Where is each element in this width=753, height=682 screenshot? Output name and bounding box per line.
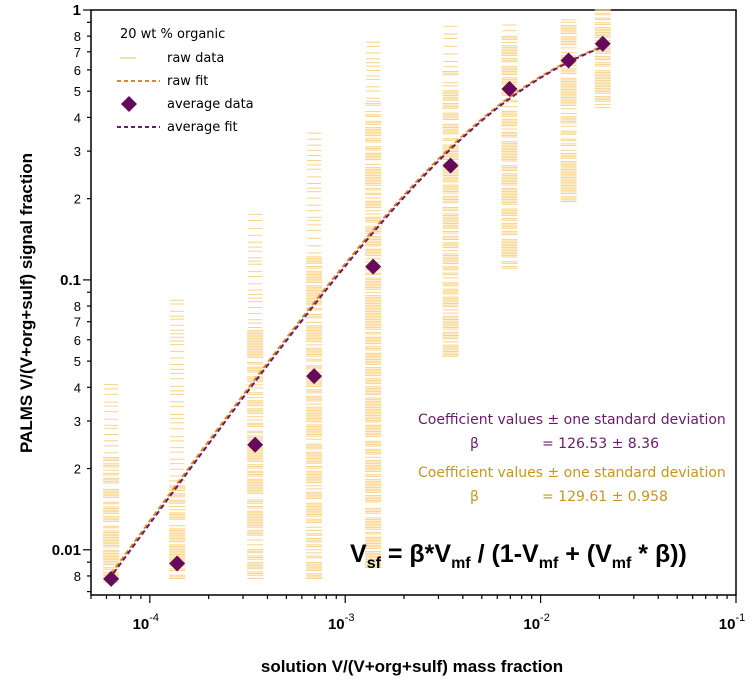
y-tick-label: 7	[74, 315, 81, 330]
x-tick-exponent: -3	[345, 612, 355, 624]
legend-label-raw-data: raw data	[167, 51, 224, 66]
legend-label-raw-fit: raw fit	[167, 74, 208, 89]
x-tick-label: 10-1	[719, 612, 745, 633]
plot-frame	[90, 9, 737, 596]
x-tick-label: 10-4	[133, 612, 159, 633]
eq-part: / (1-V	[471, 540, 539, 568]
fit-equation: Vsf = β*Vmf / (1-Vmf + (Vmf * β))	[350, 540, 687, 572]
y-tick-label: 2	[74, 192, 81, 207]
coef-raw-symbol: β	[470, 489, 479, 505]
y-tick-label: 4	[74, 380, 81, 395]
coef-raw-value: = 129.61 ± 0.958	[542, 489, 668, 505]
y-tick-label: 5	[74, 354, 81, 369]
average-data-point	[501, 80, 518, 97]
eq-sub: mf	[539, 555, 559, 572]
eq-part: + (V	[558, 540, 612, 568]
raw-data-column	[103, 383, 120, 583]
average-data-point	[169, 555, 186, 572]
x-tick-label: 10-3	[328, 612, 354, 633]
y-tick-label: 0.01	[52, 542, 81, 559]
coef-avg-heading: Coefficient values ± one standard deviat…	[418, 412, 726, 428]
legend-title: 20 wt % organic	[120, 27, 225, 42]
x-tick-base: 10	[523, 616, 540, 633]
raw-data-column	[560, 19, 577, 202]
average-data-point	[594, 35, 611, 52]
average-data-point	[442, 157, 459, 174]
y-tick-label: 6	[74, 333, 81, 348]
x-tick-exponent: -1	[735, 612, 745, 624]
raw-data-column	[365, 41, 382, 569]
eq-sub: mf	[612, 555, 632, 572]
legend: 20 wt % organic raw data raw fit average…	[117, 27, 254, 135]
eq-sub: sf	[367, 555, 382, 572]
x-tick-base: 10	[719, 616, 736, 633]
coefficient-annotation-raw: Coefficient values ± one standard deviat…	[418, 465, 726, 505]
raw-data-column	[594, 9, 611, 109]
legend-swatch-average-data	[121, 96, 137, 112]
y-tick-label: 4	[74, 110, 81, 125]
y-tick-label: 7	[74, 45, 81, 60]
legend-label-average-data: average data	[167, 97, 254, 112]
y-tick-label: 2	[74, 462, 81, 477]
y-axis-title: PALMS V/(V+org+sulf) signal fraction	[17, 153, 36, 453]
raw-data-column	[442, 25, 459, 357]
x-tick-exponent: -4	[149, 612, 159, 624]
average-data-point	[103, 570, 120, 587]
eq-sub: mf	[451, 555, 471, 572]
y-tick-label: 6	[74, 63, 81, 78]
average-data-point	[247, 436, 264, 453]
legend-label-average-fit: average fit	[167, 120, 238, 135]
coef-avg-value: = 126.53 ± 8.36	[542, 436, 659, 452]
x-tick-exponent: -2	[540, 612, 550, 624]
x-tick-base: 10	[133, 616, 150, 633]
y-tick-label: 5	[74, 84, 81, 99]
eq-part: * β))	[631, 540, 687, 568]
average-data-point	[306, 368, 323, 385]
raw-data-column	[169, 299, 186, 579]
fit-curves-layer	[110, 45, 604, 578]
average-data-point	[560, 52, 577, 69]
y-tick-label: 8	[74, 299, 81, 314]
raw-fit-line	[110, 45, 604, 575]
y-tick-label: 3	[74, 144, 81, 159]
raw-data-layer	[103, 9, 611, 583]
average-fit-line	[110, 46, 604, 578]
x-axis-title: solution V/(V+org+sulf) mass fraction	[261, 657, 563, 676]
eq-part: = β*V	[381, 540, 451, 568]
y-tick-label: 0.1	[60, 272, 81, 289]
average-data-layer	[103, 35, 611, 587]
x-tick-label: 10-2	[523, 612, 549, 633]
raw-data-column	[247, 213, 264, 579]
coefficient-annotation-average: Coefficient values ± one standard deviat…	[418, 412, 726, 452]
coef-raw-heading: Coefficient values ± one standard deviat…	[418, 465, 726, 481]
y-tick-label: 1	[73, 2, 81, 19]
y-tick-label: 8	[74, 569, 81, 584]
y-tick-label: 8	[74, 29, 81, 44]
coef-avg-symbol: β	[470, 436, 479, 452]
y-tick-label: 3	[74, 414, 81, 429]
average-data-point	[365, 258, 382, 275]
x-tick-labels: 10-4 10-3 10-2 10-1	[133, 612, 746, 633]
raw-data-column	[306, 132, 323, 579]
x-tick-base: 10	[328, 616, 345, 633]
raw-data-column	[501, 24, 518, 269]
axis-ticks-layer	[83, 9, 737, 603]
eq-part: V	[350, 540, 367, 568]
